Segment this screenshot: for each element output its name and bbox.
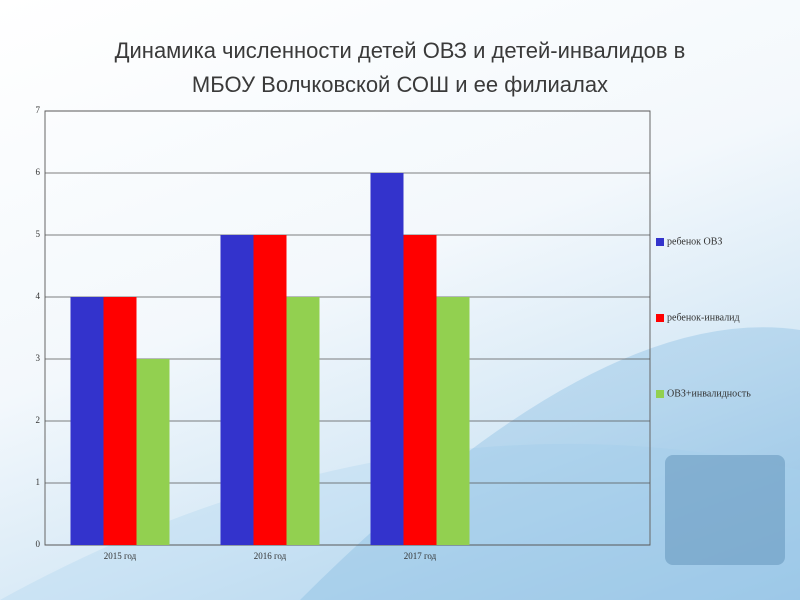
y-tick-label: 0 <box>36 539 41 549</box>
legend-label: ребенок ОВЗ <box>667 236 722 247</box>
bar <box>403 235 437 545</box>
y-tick-label: 4 <box>36 291 41 301</box>
bar <box>136 359 170 545</box>
bar <box>103 297 137 545</box>
x-tick-label: 2016 год <box>254 551 287 561</box>
laptop-decoration <box>665 455 785 565</box>
bar <box>70 297 104 545</box>
chart-title: Динамика численности детей ОВЗ и детей-и… <box>115 38 686 63</box>
y-tick-label: 2 <box>36 415 41 425</box>
x-tick-label: 2015 год <box>104 551 137 561</box>
y-tick-label: 3 <box>36 353 41 363</box>
bar <box>253 235 287 545</box>
bar <box>370 173 404 545</box>
y-tick-label: 1 <box>36 477 41 487</box>
legend-swatch <box>656 314 664 322</box>
legend-swatch <box>656 238 664 246</box>
legend-label: ОВЗ+инвалидность <box>667 388 751 399</box>
y-tick-label: 5 <box>36 229 41 239</box>
bar <box>436 297 470 545</box>
legend-swatch <box>656 390 664 398</box>
chart-title: МБОУ Волчковской СОШ и ее филиалах <box>192 72 608 97</box>
bar <box>220 235 254 545</box>
y-tick-label: 6 <box>36 167 41 177</box>
x-tick-label: 2017 год <box>404 551 437 561</box>
bar <box>286 297 320 545</box>
legend-label: ребенок-инвалид <box>667 312 740 323</box>
y-tick-label: 7 <box>36 105 41 115</box>
